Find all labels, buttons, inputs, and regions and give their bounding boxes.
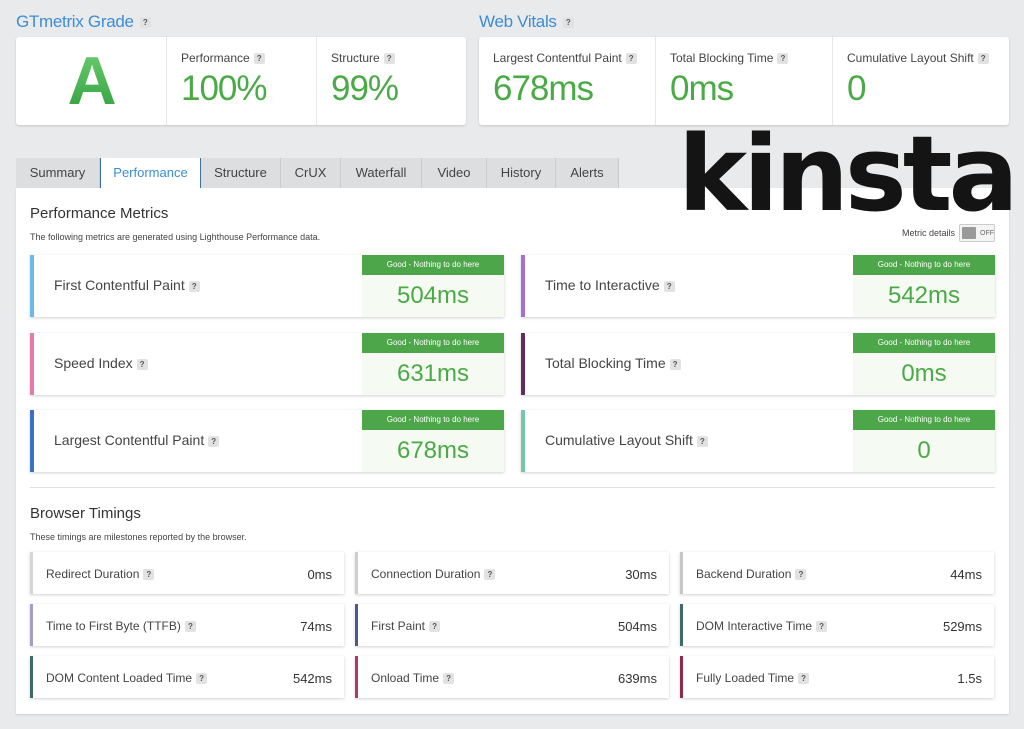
web-vitals-card: Largest Contentful Paint? 678ms Total Bl… (479, 37, 1009, 125)
metric-speed-index: Speed Index? Good - Nothing to do here 63… (30, 333, 504, 395)
timing-value: 542ms (292, 671, 332, 686)
metric-value: 504ms (396, 282, 470, 309)
metric-details-label: Metric details (901, 228, 955, 238)
timing-value: 504ms (617, 619, 657, 634)
timing-fully-loaded: Fully Loaded Time? 1.5s (680, 656, 994, 698)
structure-score: Structure? 99% (316, 37, 466, 125)
status-badge: Good - Nothing to do here (853, 255, 995, 275)
metric-value: 678ms (396, 437, 470, 464)
metric-value: 542ms (887, 282, 961, 309)
tab-alerts[interactable]: Alerts (556, 158, 619, 188)
help-icon[interactable]: ? (184, 621, 196, 633)
browser-timings-title: Browser Timings (30, 505, 141, 522)
timing-value: 44ms (950, 567, 982, 582)
timing-value: 0ms (307, 567, 332, 582)
performance-metrics-subtitle: The following metrics are generated usin… (30, 232, 321, 242)
vital-lcp-value: 678ms (493, 69, 594, 108)
timing-first-paint: First Paint? 504ms (355, 604, 669, 646)
status-badge: Good - Nothing to do here (362, 255, 504, 275)
help-icon[interactable]: ? (663, 280, 675, 292)
tab-performance[interactable]: Performance (100, 158, 201, 189)
help-icon[interactable]: ? (208, 435, 220, 447)
kinsta-logo: kinsta (678, 113, 1019, 235)
tab-waterfall[interactable]: Waterfall (341, 158, 422, 188)
metric-details-toggle[interactable]: OFF (959, 224, 995, 242)
timing-connection-duration: Connection Duration? 30ms (355, 552, 669, 594)
vital-cls: Cumulative Layout Shift? 0 (832, 37, 1009, 125)
help-icon[interactable]: ? (136, 358, 148, 370)
tab-crux[interactable]: CrUX (281, 158, 341, 188)
vital-tbt-value: 0ms (670, 69, 734, 108)
report-tabs: Summary Performance Structure CrUX Water… (16, 158, 619, 189)
timing-value: 74ms (300, 619, 332, 634)
tab-summary[interactable]: Summary (16, 158, 100, 188)
performance-value: 100% (181, 69, 268, 108)
help-icon[interactable]: ? (139, 17, 151, 28)
web-vitals-title: Web Vitals? (479, 12, 574, 32)
tab-video[interactable]: Video (422, 158, 487, 188)
metric-largest-contentful-paint: Largest Contentful Paint? Good - Nothing… (30, 410, 504, 472)
performance-metrics-title: Performance Metrics (30, 205, 169, 222)
vital-lcp: Largest Contentful Paint? 678ms (479, 37, 655, 125)
tab-structure[interactable]: Structure (201, 158, 281, 188)
help-icon[interactable]: ? (383, 53, 395, 65)
help-icon[interactable]: ? (196, 673, 208, 685)
structure-value: 99% (331, 69, 399, 108)
help-icon[interactable]: ? (816, 621, 828, 633)
metric-value: 0 (917, 437, 931, 464)
performance-panel: Performance Metrics The following metric… (16, 188, 1009, 714)
help-icon[interactable]: ? (777, 53, 789, 65)
metric-first-contentful-paint: First Contentful Paint? Good - Nothing t… (30, 255, 504, 317)
metric-value: 0ms (901, 360, 947, 387)
help-icon[interactable]: ? (795, 569, 807, 581)
status-badge: Good - Nothing to do here (362, 410, 504, 430)
status-badge: Good - Nothing to do here (362, 333, 504, 353)
metric-total-blocking-time: Total Blocking Time? Good - Nothing to d… (521, 333, 995, 395)
timing-value: 529ms (942, 619, 982, 634)
help-icon[interactable]: ? (188, 280, 200, 292)
timing-dom-content-loaded: DOM Content Loaded Time? 542ms (30, 656, 344, 698)
timing-value: 639ms (617, 671, 657, 686)
help-icon[interactable]: ? (625, 53, 637, 65)
metric-time-to-interactive: Time to Interactive? Good - Nothing to d… (521, 255, 995, 317)
tab-history[interactable]: History (487, 158, 556, 188)
help-icon[interactable]: ? (429, 621, 441, 633)
grade-letter-cell: A (16, 37, 166, 125)
grade-letter: A (67, 43, 116, 119)
help-icon[interactable]: ? (443, 673, 455, 685)
timing-redirect-duration: Redirect Duration? 0ms (30, 552, 344, 594)
timing-value: 1.5s (957, 671, 982, 686)
vital-tbt: Total Blocking Time? 0ms (655, 37, 832, 125)
help-icon[interactable]: ? (562, 17, 574, 28)
timing-onload: Onload Time? 639ms (355, 656, 669, 698)
performance-score: Performance? 100% (166, 37, 316, 125)
browser-timings-subtitle: These timings are milestones reported by… (30, 532, 247, 542)
toggle-state: OFF (980, 229, 994, 237)
help-icon[interactable]: ? (484, 569, 496, 581)
timing-dom-interactive: DOM Interactive Time? 529ms (680, 604, 994, 646)
gtmetrix-grade-title: GTmetrix Grade? (16, 12, 151, 32)
section-divider (30, 487, 995, 488)
help-icon[interactable]: ? (798, 673, 810, 685)
metric-cumulative-layout-shift: Cumulative Layout Shift? Good - Nothing … (521, 410, 995, 472)
vital-cls-value: 0 (847, 69, 866, 108)
help-icon[interactable]: ? (143, 569, 155, 581)
timing-value: 30ms (625, 567, 657, 582)
metric-details-toggle-group: Metric details OFF (902, 224, 995, 242)
help-icon[interactable]: ? (977, 53, 989, 65)
timing-ttfb: Time to First Byte (TTFB)? 74ms (30, 604, 344, 646)
help-icon[interactable]: ? (669, 358, 681, 370)
toggle-knob (962, 227, 976, 239)
timing-backend-duration: Backend Duration? 44ms (680, 552, 994, 594)
status-badge: Good - Nothing to do here (853, 410, 995, 430)
help-icon[interactable]: ? (253, 53, 265, 65)
grade-card: A Performance? 100% Structure? 99% (16, 37, 466, 125)
metric-value: 631ms (396, 360, 470, 387)
help-icon[interactable]: ? (696, 435, 708, 447)
status-badge: Good - Nothing to do here (853, 333, 995, 353)
